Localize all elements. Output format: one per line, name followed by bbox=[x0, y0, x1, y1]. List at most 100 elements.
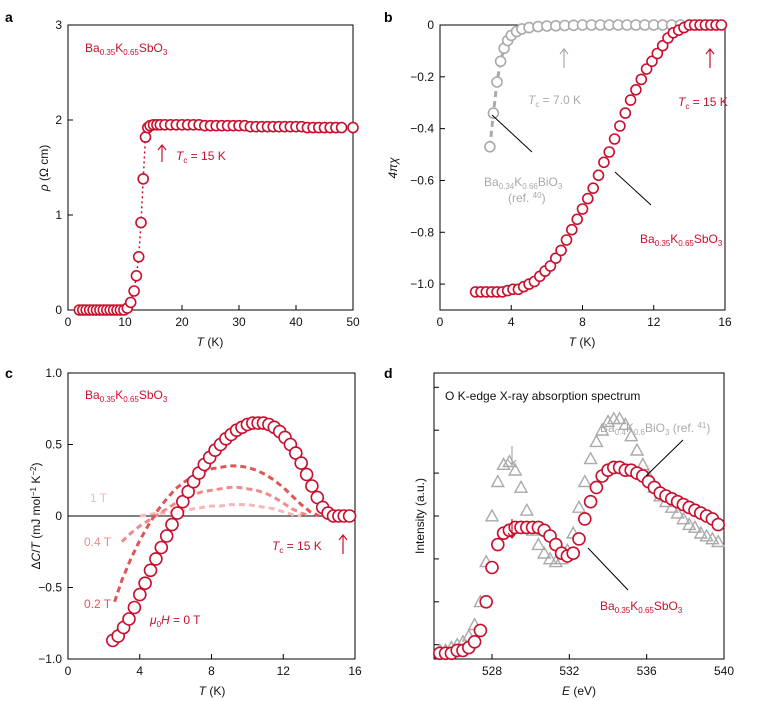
panel-c-ticks: 0 4 8 12 16 −1.0 −0.5 0 0.5 1.0 bbox=[38, 366, 362, 678]
panel-c-marks bbox=[106, 416, 357, 648]
panel-d-xtick-label: 540 bbox=[714, 664, 734, 678]
panel-c-field-line-2 bbox=[120, 485, 311, 543]
panel-c-ytick-label: −1.0 bbox=[38, 652, 62, 666]
panel-c-zero-field-point bbox=[133, 587, 147, 602]
panel-b-bi-ref: (ref. 40) bbox=[508, 191, 546, 205]
panel-a-point bbox=[132, 250, 145, 263]
panel-d-grey-point bbox=[693, 525, 708, 539]
panel-d-bi-pointer bbox=[645, 439, 684, 477]
panel-b-red-point bbox=[598, 156, 610, 169]
panel-c-xtick-label: 12 bbox=[277, 664, 291, 678]
panel-b-xtick-label: 4 bbox=[508, 315, 515, 329]
panel-c-zero-field-point bbox=[294, 456, 309, 470]
panel-d-red-point bbox=[566, 546, 581, 561]
panel-d-red-point bbox=[577, 512, 592, 526]
panel-b-red-point bbox=[624, 94, 637, 106]
panel-a-xtick-label: 40 bbox=[289, 315, 303, 329]
panel-c-xtick-label: 0 bbox=[65, 664, 72, 678]
panel-b-ytick-label: −0.6 bbox=[410, 173, 434, 187]
panel-a-point bbox=[130, 269, 143, 282]
panel-b-red-point bbox=[603, 146, 616, 158]
panel-d-grey-point bbox=[711, 534, 726, 548]
panel-b-red-point bbox=[576, 203, 589, 215]
panel-d-grey-point bbox=[496, 457, 511, 470]
panel-d-red-point bbox=[583, 494, 598, 509]
panel-d-label: d bbox=[384, 365, 393, 381]
panel-b-xlabel: T (K) bbox=[569, 335, 596, 349]
panel-b-red-point bbox=[651, 47, 664, 60]
panel-c-label: c bbox=[5, 365, 13, 381]
panel-c-xtick-label: 4 bbox=[136, 664, 143, 678]
panel-d-grey-point bbox=[589, 434, 604, 448]
panel-a-xtick-label: 0 bbox=[65, 315, 72, 329]
panel-d-ylabel: Intensity (a.u.) bbox=[413, 478, 427, 554]
panel-d-red-point bbox=[467, 634, 482, 649]
panel-d-grey-point bbox=[595, 422, 610, 436]
panel-b-red-point bbox=[555, 244, 567, 257]
panel-b-ytick-label: −0.2 bbox=[410, 70, 434, 84]
panel-d-xtick-label: 528 bbox=[482, 664, 502, 678]
panel-d-bi-label: Ba0.4K0.6BiO3 (ref. 41) bbox=[600, 421, 710, 437]
panel-b-bi-pointer bbox=[491, 114, 533, 153]
panel-c-zero-field-point bbox=[127, 600, 142, 615]
panel-a-ticks: 0 10 20 30 40 50 0 1 2 3 bbox=[55, 18, 360, 329]
panel-a-ylabel: ρ (Ω cm) bbox=[37, 145, 51, 193]
panel-a-label: a bbox=[5, 9, 13, 25]
panel-c-ytick-label: 0 bbox=[55, 509, 62, 523]
panel-b-red-point bbox=[544, 260, 557, 272]
panel-d-grey-point bbox=[537, 545, 552, 559]
panel-b-red-point bbox=[656, 39, 669, 52]
panel-c-label-04T: 0.4 T bbox=[84, 535, 112, 549]
panel-b-frame bbox=[439, 24, 726, 311]
panel-c-zero-field-point bbox=[143, 563, 158, 578]
panel-d-grey-point bbox=[612, 411, 627, 425]
panel-b-grey-point bbox=[484, 141, 496, 153]
panel-d-grey-point bbox=[542, 551, 558, 565]
panel-b-red-point bbox=[635, 73, 648, 86]
panel-c-xtick-label: 8 bbox=[208, 664, 215, 678]
panel-a-ytick-label: 3 bbox=[55, 18, 62, 32]
panel-b-red-point bbox=[549, 252, 562, 265]
panel-c-zero-field-point bbox=[159, 529, 174, 543]
panel-d-grey-point bbox=[682, 517, 697, 531]
panel-a-point bbox=[124, 296, 137, 309]
panel-b-tc-grey: Tc = 7.0 K bbox=[528, 93, 581, 109]
panel-a-tc-arrow bbox=[157, 144, 167, 162]
panel-c-zero-field-point bbox=[122, 612, 136, 626]
panel-c-zero-field-point bbox=[299, 467, 314, 482]
panel-c: c 0 4 8 12 16 −1.0 −0.5 0 0.5 1.0 T (K) ΔC/T (mJ … bbox=[5, 365, 362, 698]
panel-a-frame bbox=[67, 24, 354, 311]
panel-d-grey-point bbox=[519, 502, 534, 516]
panel-d-marks bbox=[432, 411, 726, 661]
panel-c-ytick-label: −0.5 bbox=[38, 581, 62, 595]
panel-a-point bbox=[135, 216, 147, 229]
panel-d-red-point bbox=[589, 480, 604, 495]
panel-d-sb-label: Ba0.35K0.65SbO3 bbox=[600, 599, 683, 615]
panel-c-label-0T: μ0H = 0 T bbox=[149, 613, 201, 629]
panel-d-grey-point bbox=[577, 474, 592, 488]
panel-b-red-point bbox=[614, 120, 626, 132]
panel-c-legend: Ba0.35K0.65SbO3 bbox=[85, 388, 168, 404]
panel-d: d 528 532 536 540 O K-edge X-ray absorption… bbox=[384, 365, 734, 698]
panel-b-red-point bbox=[630, 84, 642, 96]
panel-a-point bbox=[335, 121, 348, 134]
panel-a-xlabel: T (K) bbox=[197, 335, 224, 349]
panel-a-ytick-label: 2 bbox=[55, 113, 62, 127]
panel-b-grey-point bbox=[491, 76, 503, 88]
panel-a-xtick-label: 10 bbox=[118, 315, 132, 329]
panel-d-red-arrow bbox=[507, 519, 517, 539]
panel-d-grey-point bbox=[699, 528, 714, 542]
panel-a: a 0 10 20 30 40 50 0 1 2 3 T (K) ρ (Ω cm) Ba0.35K… bbox=[5, 9, 360, 349]
panel-c-tc-arrow bbox=[338, 534, 348, 554]
panel-b-tc-red: Tc = 15 K bbox=[678, 95, 728, 111]
panel-b-grey-point bbox=[494, 55, 507, 68]
panel-b-marks bbox=[469, 19, 728, 298]
panel-d-grey-point bbox=[705, 531, 720, 545]
panel-b-grey-point bbox=[487, 107, 500, 119]
panel-b-red-point bbox=[715, 19, 728, 31]
panel-b-ylabel: 4πχ bbox=[386, 157, 400, 179]
panel-b-red-point bbox=[565, 223, 578, 236]
panel-d-xtick-label: 536 bbox=[637, 664, 657, 678]
panel-d-grey-point bbox=[490, 474, 505, 488]
panel-a-point bbox=[128, 285, 140, 297]
